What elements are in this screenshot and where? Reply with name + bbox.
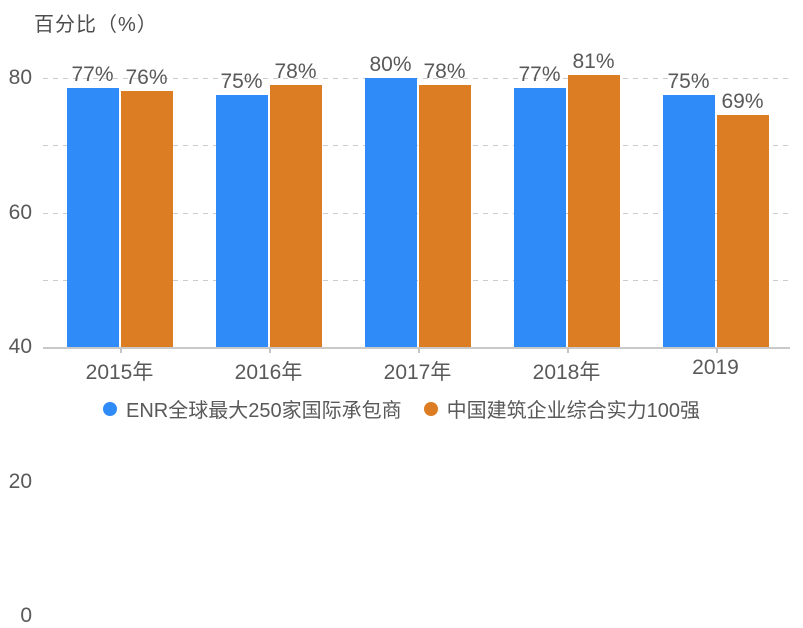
bar-2017年-ENR全球最大250家国际承包商[interactable]: 80% (364, 53, 417, 347)
y-tick-label-20: 20 (8, 469, 32, 493)
bar-value-label: 75% (220, 69, 263, 93)
x-category-label-2015年: 2015年 (85, 361, 154, 384)
gridline-40: 40 (9, 212, 790, 358)
x-category-label-2016年: 2016年 (234, 361, 303, 384)
x-category-label-2018年: 2018年 (532, 361, 601, 384)
legend-item-ENR全球最大250家国际承包商[interactable]: ENR全球最大250家国际承包商 (103, 394, 402, 423)
bar-group-2016年: 75% 78% 2016年 (194, 60, 343, 384)
legend-label: ENR全球最大250家国际承包商 (126, 400, 402, 422)
y-tick-label-60: 60 (8, 200, 32, 224)
legend-marker-circle (423, 401, 438, 416)
bar-2016年-ENR全球最大250家国际承包商[interactable]: 75% (215, 70, 268, 347)
bar-group-2017年: 80% 78% 2017年 (343, 53, 492, 384)
legend-label: 中国建筑企业综合实力100强 (446, 400, 700, 422)
bar-2015年-中国建筑企业综合实力100强[interactable]: 76% (120, 66, 173, 347)
x-category-label-2017年: 2017年 (383, 361, 452, 384)
x-axis-tick (715, 348, 718, 353)
bar-group-2015年: 77% 76% 2015年 (45, 63, 194, 384)
bar-pair: 77% 76% (66, 63, 173, 347)
x-axis-line: 0 (20, 347, 790, 627)
legend-item-中国建筑企业综合实力100强[interactable]: 中国建筑企业综合实力100强 (423, 394, 700, 423)
bar-chart: 百分比（%） 0 20 40 60 80 77% 76% 2015年 75% 78% 2016年 8… (0, 14, 803, 627)
bar-value-label: 78% (274, 59, 317, 83)
bar-value-label: 77% (518, 63, 561, 87)
bar-2016年-中国建筑企业综合实力100强[interactable]: 78% (269, 60, 322, 347)
bar-value-label: 80% (369, 53, 412, 76)
bar-2017年-中国建筑企业综合实力100强[interactable]: 78% (418, 60, 471, 347)
gridline-60: 60 (9, 145, 790, 224)
bar-pair: 77% 81% (513, 50, 620, 347)
bar-value-label: 69% (721, 90, 764, 113)
bar-value-label: 77% (71, 63, 114, 87)
x-axis-tick (119, 348, 122, 353)
bar-value-label: 76% (125, 66, 168, 90)
bar-pair: 75% 69% (662, 70, 769, 347)
y-tick-label-0: 0 (20, 604, 32, 627)
bar-pair: 80% 78% (364, 53, 471, 347)
bar-2018年-ENR全球最大250家国际承包商[interactable]: 77% (513, 63, 566, 347)
bar-2019-中国建筑企业综合实力100强[interactable]: 69% (716, 90, 769, 347)
y-tick-label-40: 40 (8, 335, 32, 358)
legend-marker-circle (103, 401, 117, 416)
plot-area: 0 20 40 60 80 77% 76% 2015年 75% 78% 2016年 80% 78% 20… (9, 50, 790, 627)
bar-2018年-中国建筑企业综合实力100强[interactable]: 81% (567, 50, 620, 347)
bar-group-2019: 75% 69% 2019 (641, 70, 790, 379)
bar-value-label: 75% (667, 69, 710, 93)
gridline-80: 80 (9, 66, 790, 89)
bar-value-label: 78% (423, 59, 466, 83)
chart-title: 百分比（%） (34, 14, 158, 36)
legend: ENR全球最大250家国际承包商 中国建筑企业综合实力100强 (0, 394, 803, 423)
bar-groups-layer: 77% 76% 2015年 75% 78% 2016年 80% 78% 2017年 77% 81% 2… (45, 50, 790, 384)
bar-group-2018年: 77% 81% 2018年 (492, 50, 641, 384)
x-axis-tick (268, 348, 271, 353)
x-category-label-2019: 2019 (692, 356, 739, 379)
bar-pair: 75% 78% (215, 60, 322, 347)
bar-value-label: 81% (572, 49, 615, 73)
y-tick-label-80: 80 (8, 66, 32, 89)
x-axis-tick (417, 348, 420, 353)
bar-2019-ENR全球最大250家国际承包商[interactable]: 75% (662, 70, 715, 347)
bar-2015年-ENR全球最大250家国际承包商[interactable]: 77% (66, 63, 119, 347)
x-axis-tick (566, 348, 569, 353)
